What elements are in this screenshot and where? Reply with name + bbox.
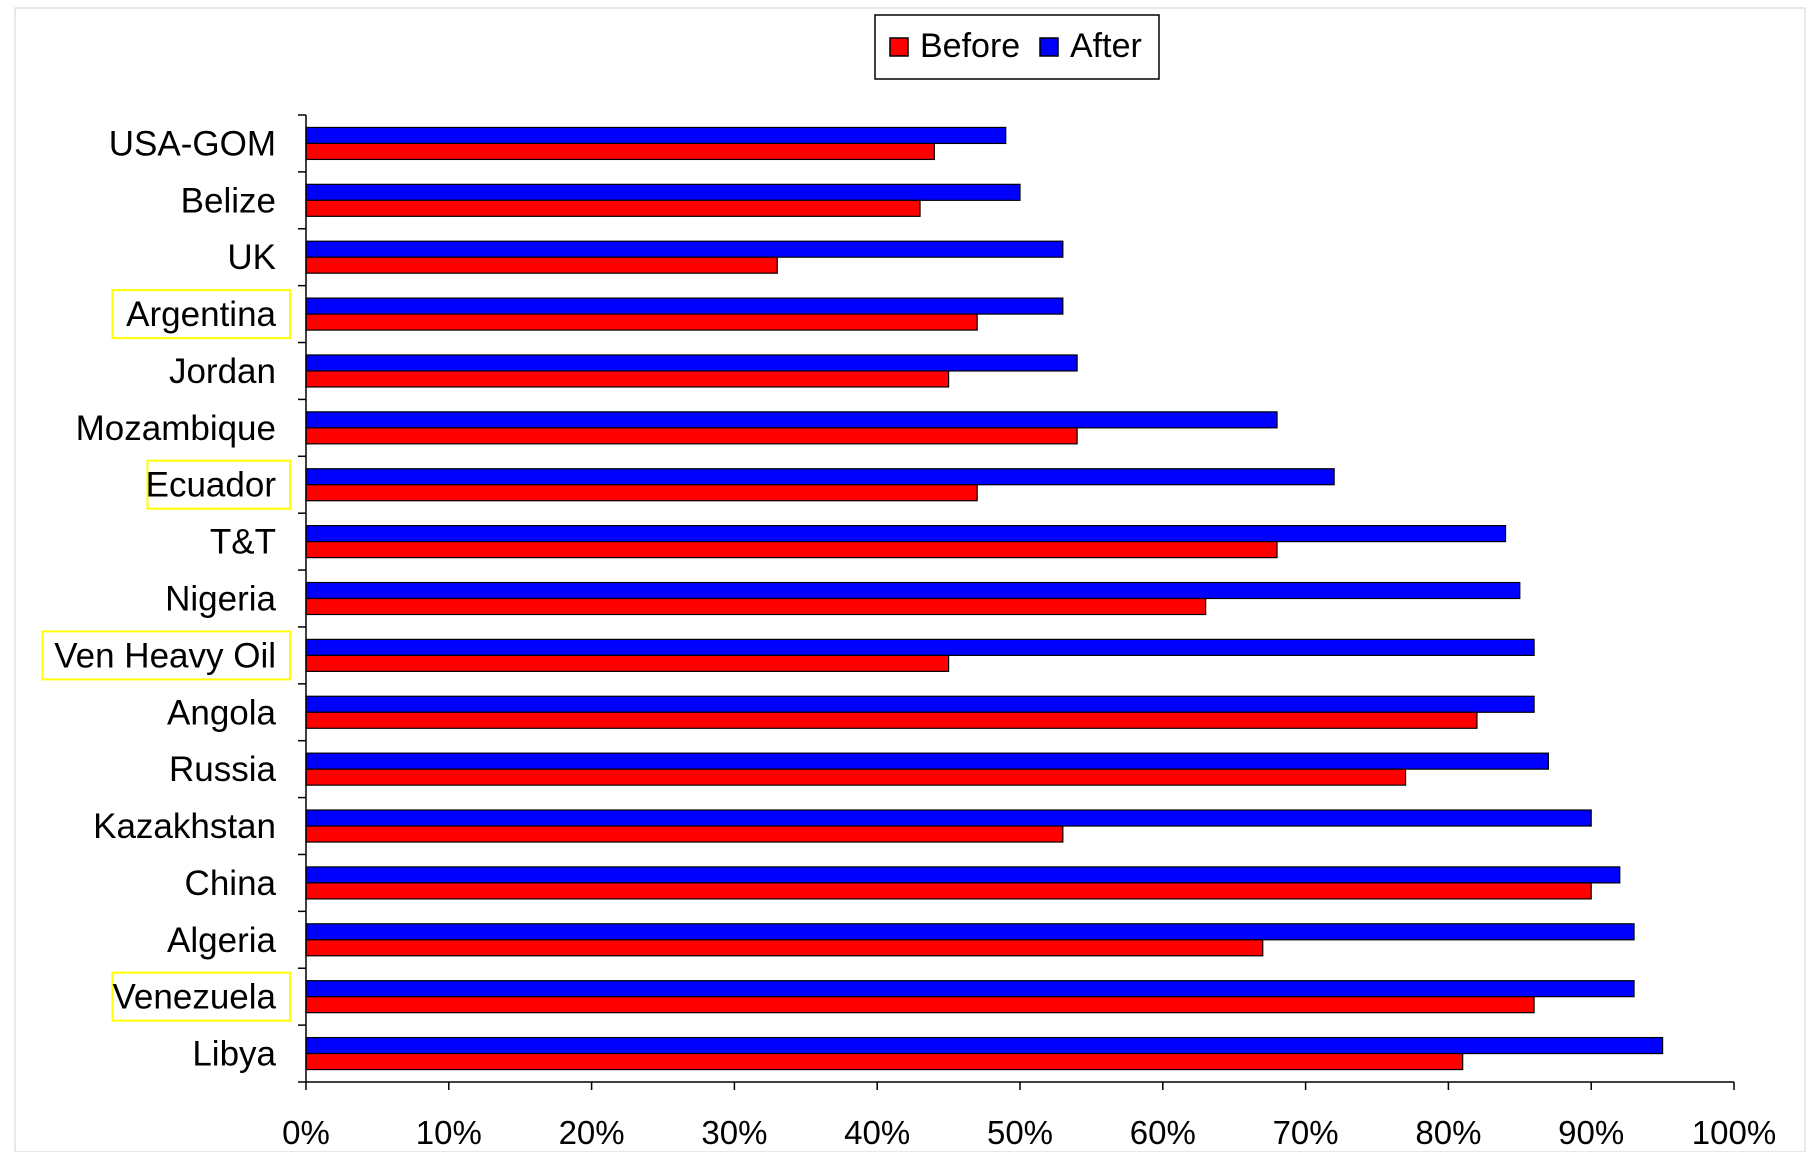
- bar-before-kazakhstan: [305, 825, 1064, 843]
- category-label-ven-heavy-oil: Ven Heavy Oil: [54, 636, 276, 675]
- x-tick-label-3: 30%: [701, 1114, 767, 1151]
- category-label-usa-gom: USA-GOM: [109, 124, 276, 163]
- category-label-belize: Belize: [181, 181, 276, 220]
- bar-after-nigeria: [305, 581, 1521, 600]
- legend: Before After: [874, 14, 1160, 80]
- bar-before-t-t: [305, 541, 1278, 559]
- category-label-libya: Libya: [192, 1035, 276, 1074]
- highlight-box-ven-heavy-oil: [41, 630, 291, 681]
- axes: [298, 114, 1735, 1090]
- x-tick-label-6: 60%: [1130, 1114, 1196, 1151]
- category-label-nigeria: Nigeria: [165, 580, 276, 619]
- bar-after-china: [305, 866, 1621, 884]
- x-tick-label-5: 50%: [987, 1114, 1053, 1151]
- bar-after-usa-gom: [305, 126, 1007, 145]
- bar-before-china: [305, 882, 1592, 900]
- bar-before-libya: [305, 1052, 1464, 1071]
- x-tick-label-10: 100%: [1692, 1114, 1776, 1151]
- bar-after-mozambique: [305, 411, 1278, 429]
- category-labels: USA-GOM Belize UK Argentina Jordan Mozambique…: [54, 124, 276, 1073]
- highlight-boxes: [41, 289, 291, 1022]
- bar-after-libya: [305, 1036, 1664, 1055]
- bar-after-jordan: [305, 354, 1078, 372]
- x-tick-label-8: 80%: [1415, 1114, 1481, 1151]
- category-label-kazakhstan: Kazakhstan: [93, 807, 276, 846]
- category-label-uk: UK: [227, 238, 276, 277]
- x-tick-label-0: 0%: [282, 1114, 330, 1151]
- legend-label-after: After: [1070, 27, 1142, 65]
- category-label-china: China: [185, 864, 277, 903]
- x-tick-label-4: 40%: [844, 1114, 910, 1151]
- bar-after-angola: [305, 695, 1535, 713]
- category-label-algeria: Algeria: [167, 921, 276, 960]
- highlight-box-venezuela: [111, 971, 291, 1022]
- category-label-ecuador: Ecuador: [146, 466, 277, 505]
- bar-after-ecuador: [305, 468, 1335, 486]
- bar-after-kazakhstan: [305, 809, 1592, 827]
- bar-after-venezuela: [305, 980, 1635, 998]
- bar-after-t-t: [305, 525, 1507, 543]
- bar-before-ven-heavy-oil: [305, 654, 950, 672]
- category-label-angola: Angola: [167, 693, 277, 732]
- highlight-box-argentina: [111, 289, 291, 340]
- bar-before-algeria: [305, 939, 1264, 957]
- x-tick-label-7: 70%: [1273, 1114, 1339, 1151]
- legend-label-before: Before: [920, 27, 1020, 65]
- category-label-t-t: T&T: [210, 523, 276, 562]
- bar-before-russia: [305, 768, 1407, 786]
- bar-after-belize: [305, 183, 1021, 201]
- legend-swatch-after: [1039, 37, 1059, 57]
- bar-before-nigeria: [305, 597, 1207, 616]
- category-label-jordan: Jordan: [169, 352, 276, 391]
- bar-before-usa-gom: [305, 142, 935, 161]
- legend-swatch-before: [889, 37, 909, 57]
- bar-before-venezuela: [305, 996, 1535, 1014]
- bar-before-jordan: [305, 370, 950, 388]
- category-label-russia: Russia: [169, 750, 277, 789]
- bar-after-russia: [305, 752, 1549, 770]
- x-tick-label-1: 10%: [416, 1114, 482, 1151]
- bar-after-algeria: [305, 923, 1635, 941]
- legend-box: [874, 14, 1160, 80]
- bar-before-mozambique: [305, 427, 1078, 445]
- category-label-mozambique: Mozambique: [76, 409, 276, 448]
- bar-before-uk: [305, 256, 778, 274]
- highlight-box-ecuador: [146, 459, 291, 510]
- x-tick-labels: 0% 10% 20% 30% 40% 50% 60% 70% 80% 90% 100%: [282, 1114, 1776, 1151]
- bar-before-belize: [305, 199, 921, 217]
- bar-after-ven-heavy-oil: [305, 638, 1535, 656]
- bar-before-argentina: [305, 313, 978, 331]
- category-label-argentina: Argentina: [126, 295, 276, 334]
- x-tick-label-2: 20%: [559, 1114, 625, 1151]
- x-tick-label-9: 90%: [1558, 1114, 1624, 1151]
- bar-after-uk: [305, 240, 1064, 258]
- bar-before-angola: [305, 711, 1478, 729]
- bar-after-argentina: [305, 297, 1064, 315]
- bar-before-ecuador: [305, 484, 978, 502]
- category-label-venezuela: Venezuela: [113, 978, 277, 1017]
- bars: [305, 126, 1664, 1071]
